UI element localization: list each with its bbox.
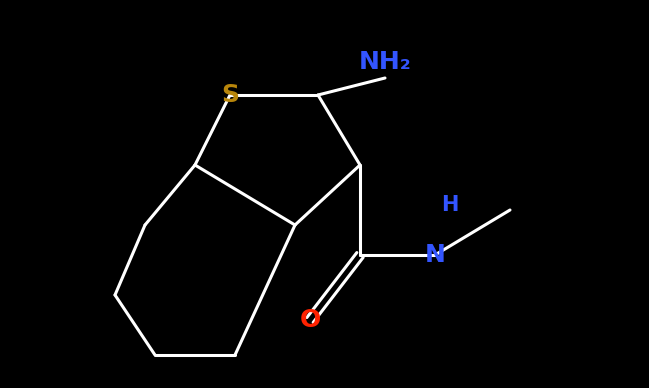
Text: S: S [221, 83, 239, 107]
Text: O: O [299, 308, 321, 332]
Text: H: H [441, 195, 459, 215]
Text: N: N [424, 243, 445, 267]
Text: NH₂: NH₂ [359, 50, 411, 74]
